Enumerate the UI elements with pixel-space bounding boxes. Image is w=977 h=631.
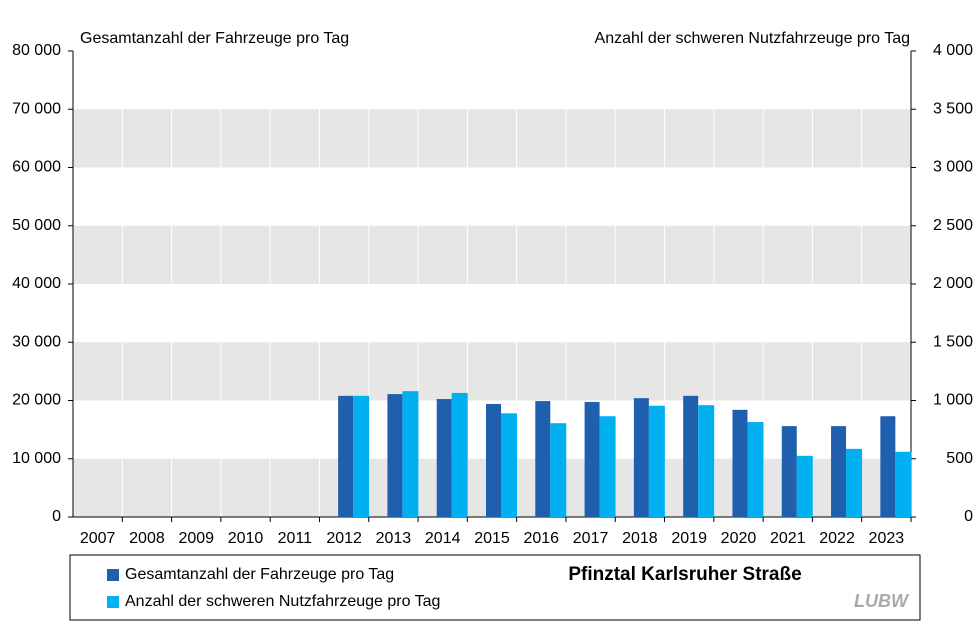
bar [648, 405, 665, 517]
y2-tick-label: 0 [964, 508, 973, 525]
bar [698, 405, 715, 517]
y-tick-label: 30 000 [12, 333, 61, 350]
x-tick-label: 2020 [721, 530, 757, 547]
x-tick-label: 2009 [178, 530, 214, 547]
x-tick-label: 2011 [278, 530, 313, 547]
x-tick-label: 2015 [474, 530, 510, 547]
legend-swatch [107, 596, 119, 608]
y-tick-label: 60 000 [12, 159, 61, 176]
x-tick-label: 2019 [671, 530, 707, 547]
y2-axis-title: Anzahl der schweren Nutzfahrzeuge pro Ta… [595, 30, 910, 47]
bar [451, 392, 468, 517]
x-tick-label: 2012 [326, 530, 362, 547]
chart-title: Pfinztal Karlsruher Straße [568, 564, 801, 585]
bar [402, 391, 419, 517]
y-tick-label: 80 000 [12, 42, 61, 59]
bar [846, 448, 863, 517]
bar [781, 426, 797, 517]
bar [353, 395, 370, 517]
y2-tick-label: 2 500 [933, 217, 973, 234]
y-axis-title: Gesamtanzahl der Fahrzeuge pro Tag [80, 30, 349, 47]
y-tick-label: 20 000 [12, 392, 61, 409]
x-tick-label: 2016 [523, 530, 559, 547]
y2-tick-label: 4 000 [933, 42, 973, 59]
bar [880, 416, 896, 517]
bar [550, 423, 567, 517]
y2-tick-label: 2 000 [933, 275, 973, 292]
x-tick-label: 2013 [376, 530, 412, 547]
x-tick-label: 2023 [869, 530, 905, 547]
x-tick-label: 2017 [573, 530, 609, 547]
x-tick-label: 2022 [819, 530, 855, 547]
y-tick-label: 50 000 [12, 217, 61, 234]
legend-label: Anzahl der schweren Nutzfahrzeuge pro Ta… [125, 593, 440, 610]
bar [436, 399, 452, 517]
x-tick-label: 2010 [228, 530, 264, 547]
grid-band [73, 225, 911, 284]
y2-tick-label: 3 000 [933, 159, 973, 176]
x-tick-label: 2007 [80, 530, 116, 547]
bar [535, 401, 551, 517]
bar [683, 395, 699, 517]
bar [338, 395, 354, 517]
bar [831, 426, 847, 517]
x-tick-label: 2021 [770, 530, 806, 547]
x-tick-label: 2018 [622, 530, 658, 547]
bar [501, 413, 517, 517]
bar [633, 398, 649, 517]
grid-band [73, 342, 911, 401]
x-tick-label: 2014 [425, 530, 461, 547]
legend-label: Gesamtanzahl der Fahrzeuge pro Tag [125, 566, 394, 583]
y2-tick-label: 500 [946, 450, 973, 467]
logo: LUBW [854, 591, 910, 611]
bar [895, 451, 912, 517]
y2-tick-label: 1 500 [933, 333, 973, 350]
x-tick-label: 2008 [129, 530, 165, 547]
y-tick-label: 0 [52, 508, 61, 525]
legend-box [69, 554, 921, 621]
grid-band [73, 109, 911, 168]
y-tick-label: 40 000 [12, 275, 61, 292]
bar [732, 409, 748, 517]
bar [486, 403, 501, 517]
bar [599, 416, 616, 517]
bar [747, 422, 764, 517]
y2-tick-label: 1 000 [933, 392, 973, 409]
bar [584, 401, 600, 517]
y-tick-label: 70 000 [12, 100, 61, 117]
y-tick-label: 10 000 [12, 450, 61, 467]
bar [387, 394, 403, 517]
legend-swatch [107, 569, 119, 581]
y2-tick-label: 3 500 [933, 100, 973, 117]
bar [796, 455, 813, 517]
